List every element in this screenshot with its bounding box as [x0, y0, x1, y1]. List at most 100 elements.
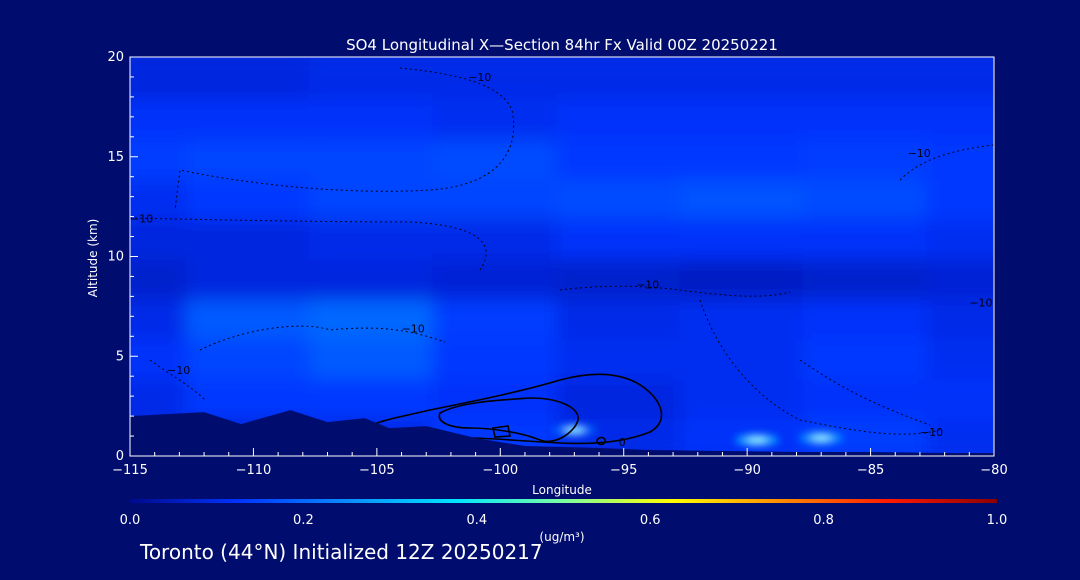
field-cell: [185, 173, 322, 220]
colorbar-ticks: 0.0 0.2 0.4 0.6 0.8 1.0: [120, 513, 1008, 528]
field-cell: [185, 333, 322, 380]
contour-label: −10: [636, 278, 659, 291]
x-tick-label: −100: [482, 463, 518, 478]
contour-label: −10: [167, 364, 190, 377]
field-cell: [802, 133, 939, 180]
colorbar-tick-label: 0.8: [813, 513, 834, 528]
contour-line: [199, 325, 446, 351]
y-tick-label: 0: [116, 449, 124, 464]
contour-labels: −10 −10 −10 −10 −10 −10 −10 −10 0: [130, 71, 993, 449]
colorbar-tick-label: 0.4: [466, 513, 487, 528]
contour-label: −10: [969, 296, 992, 309]
field-cell: [926, 293, 994, 340]
chart-title: SO4 Longitudinal X—Section 84hr Fx Valid…: [346, 36, 778, 54]
colorbar: 0.0 0.2 0.4 0.6 0.8 1.0 (ug/m³): [120, 499, 1008, 544]
field-cell: [432, 253, 568, 300]
contour-label: −10: [468, 71, 491, 84]
field-cell: [309, 133, 445, 180]
field-cell: [185, 57, 322, 100]
so4-contour-inner: [438, 397, 579, 443]
contour-line: [149, 359, 206, 401]
field-cell: [679, 173, 815, 220]
field-cell: [679, 133, 815, 180]
field-cell: [309, 57, 445, 100]
x-tick-label: −115: [112, 463, 148, 478]
field-cell: [926, 413, 994, 456]
colorbar-tick-label: 0.6: [640, 513, 661, 528]
hotspot-group: [552, 424, 844, 447]
field-cell: [185, 253, 322, 300]
y-tick-label: 10: [107, 250, 124, 265]
field-cell: [926, 93, 994, 140]
x-tick-label: −110: [236, 463, 272, 478]
x-tick-label: −80: [980, 463, 1007, 478]
field-cell: [309, 253, 445, 300]
field-cell: [802, 373, 939, 420]
contour-label: 0: [619, 436, 626, 449]
field-cell: [309, 173, 445, 220]
field-cell: [679, 253, 815, 300]
field-cell: [185, 93, 322, 140]
field-cell: [926, 253, 994, 300]
field-cell: [432, 93, 568, 140]
contour-label: −10: [130, 213, 153, 226]
contour-label: −10: [908, 147, 931, 160]
y-axis: 0 5 10 15 20: [107, 50, 138, 464]
field-cell: [556, 93, 692, 140]
y-tick-label: 15: [107, 150, 124, 165]
x-tick-label: −105: [359, 463, 395, 478]
field-cell: [432, 133, 568, 180]
field-cell: [802, 293, 939, 340]
field-cell: [432, 57, 568, 100]
colorbar-tick-label: 0.0: [120, 513, 141, 528]
field-cell: [185, 213, 322, 260]
field-cell: [556, 57, 692, 100]
field-cell: [802, 213, 939, 260]
so4-contour-small: [492, 425, 511, 438]
y-tick-label: 5: [116, 349, 124, 364]
x-axis-label: Longitude: [532, 483, 592, 497]
field-cell: [679, 213, 815, 260]
hotspot-core: [564, 427, 585, 434]
concentration-field: [130, 57, 994, 456]
field-cell: [556, 373, 692, 420]
hotspot-core: [747, 437, 768, 444]
field-cell: [679, 333, 815, 380]
field-cell: [185, 373, 322, 420]
x-axis: −115 −110 −105 −100 −95 −90 −85 −80: [112, 448, 1008, 478]
field-cell: [679, 373, 815, 420]
field-cell: [309, 333, 445, 380]
y-tick-label: 20: [107, 50, 124, 65]
field-cell: [185, 133, 322, 180]
field-cell: [309, 93, 445, 140]
contour-line: [699, 299, 941, 435]
field-cell: [185, 293, 322, 340]
field-cell: [432, 213, 568, 260]
field-cell: [679, 293, 815, 340]
colorbar-tick-label: 0.2: [293, 513, 314, 528]
field-cell: [926, 57, 994, 100]
x-tick-label: −90: [733, 463, 760, 478]
field-cell: [309, 293, 445, 340]
contour-line: [130, 217, 487, 271]
field-cell: [556, 293, 692, 340]
contour-line: [799, 359, 931, 426]
x-tick-label: −85: [857, 463, 884, 478]
field-cell: [432, 373, 568, 420]
field-cell: [926, 333, 994, 380]
colorbar-gradient: [130, 499, 997, 503]
colorbar-tick-label: 1.0: [987, 513, 1008, 528]
contour-label: −10: [920, 426, 943, 439]
field-cell: [926, 133, 994, 180]
contour-label: −10: [402, 322, 425, 335]
field-cell: [802, 333, 939, 380]
field-cell: [556, 253, 692, 300]
field-cell: [926, 213, 994, 260]
field-cell: [309, 213, 445, 260]
temperature-contours: [130, 67, 994, 435]
field-cell: [926, 173, 994, 220]
x-tick-label: −95: [610, 463, 637, 478]
field-cell: [556, 333, 692, 380]
field-cell: [802, 173, 939, 220]
